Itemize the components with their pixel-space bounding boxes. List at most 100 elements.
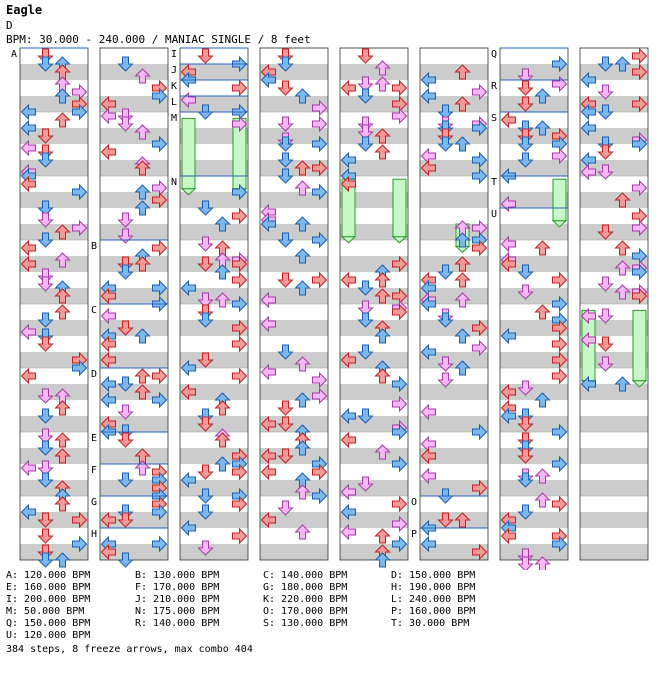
step-arrow bbox=[37, 428, 54, 444]
stripe bbox=[420, 368, 488, 384]
step-arrow bbox=[260, 315, 276, 333]
stripe bbox=[500, 432, 568, 448]
stripe bbox=[500, 240, 568, 256]
stripe bbox=[20, 432, 88, 448]
stripe bbox=[580, 400, 648, 416]
step-arrow bbox=[312, 99, 328, 117]
step-arrow bbox=[232, 271, 248, 289]
column-border bbox=[259, 47, 329, 561]
step-arrow bbox=[72, 359, 88, 377]
stripe bbox=[260, 368, 328, 384]
step-arrow bbox=[54, 552, 71, 568]
step-arrow bbox=[517, 136, 534, 152]
stripe bbox=[260, 320, 328, 336]
stripe bbox=[180, 448, 248, 464]
stripe bbox=[100, 288, 168, 304]
stripe bbox=[100, 80, 168, 96]
stripe bbox=[580, 528, 648, 544]
step-arrow bbox=[232, 463, 248, 481]
stripe bbox=[20, 272, 88, 288]
legend-entry: M: 50.000 BPM bbox=[6, 606, 85, 617]
stripe bbox=[100, 448, 168, 464]
step-arrow bbox=[357, 408, 374, 424]
stripe bbox=[340, 128, 408, 144]
stripe bbox=[180, 128, 248, 144]
stripe bbox=[20, 448, 88, 464]
stripe bbox=[100, 112, 168, 128]
legend-entry: Q: 150.000 BPM bbox=[6, 618, 91, 629]
step-arrow bbox=[437, 512, 454, 528]
stripe bbox=[580, 240, 648, 256]
stripe bbox=[100, 224, 168, 240]
stripe bbox=[260, 224, 328, 240]
step-arrow bbox=[117, 552, 134, 568]
step-arrow bbox=[117, 264, 134, 280]
step-arrow bbox=[54, 288, 71, 304]
step-arrow bbox=[632, 263, 648, 281]
stripe bbox=[500, 544, 568, 560]
stripe bbox=[100, 432, 168, 448]
bpm-marker-label: S bbox=[491, 113, 497, 124]
step-arrow bbox=[340, 151, 356, 169]
step-arrow bbox=[54, 224, 71, 240]
stripe bbox=[340, 384, 408, 400]
step-arrow bbox=[152, 535, 168, 553]
step-arrow bbox=[454, 360, 471, 376]
step-arrow bbox=[312, 387, 328, 405]
legend-entry: D: 150.000 BPM bbox=[391, 570, 476, 581]
stripe bbox=[260, 400, 328, 416]
stripe bbox=[20, 528, 88, 544]
step-arrow bbox=[100, 107, 116, 125]
stripe bbox=[20, 400, 88, 416]
step-arrow bbox=[357, 344, 374, 360]
step-arrow bbox=[340, 523, 356, 541]
step-arrow bbox=[134, 68, 151, 84]
bpm-marker-label: Q bbox=[491, 49, 497, 60]
stripe bbox=[180, 432, 248, 448]
step-arrow bbox=[517, 152, 534, 168]
step-arrow bbox=[472, 167, 488, 185]
step-arrow bbox=[580, 103, 596, 121]
step-arrow bbox=[392, 107, 408, 125]
step-arrow bbox=[534, 304, 551, 320]
step-arrow bbox=[294, 88, 311, 104]
freeze-arrow bbox=[181, 117, 196, 190]
stripe bbox=[580, 416, 648, 432]
stripe bbox=[420, 512, 488, 528]
step-arrow bbox=[20, 239, 36, 257]
step-arrow bbox=[614, 376, 631, 392]
step-arrow bbox=[37, 276, 54, 292]
bpm-marker-label: I bbox=[171, 49, 177, 60]
stripe bbox=[180, 144, 248, 160]
step-arrow bbox=[454, 136, 471, 152]
stripe bbox=[420, 464, 488, 480]
step-arrow bbox=[357, 124, 374, 140]
step-arrow bbox=[197, 236, 214, 252]
stripe bbox=[420, 304, 488, 320]
step-arrow bbox=[597, 276, 614, 292]
stripe bbox=[180, 528, 248, 544]
stripe bbox=[100, 480, 168, 496]
stripe bbox=[500, 192, 568, 208]
stripe bbox=[180, 80, 248, 96]
stripe bbox=[260, 336, 328, 352]
stripe bbox=[580, 192, 648, 208]
step-arrow bbox=[580, 163, 596, 181]
step-arrow bbox=[552, 423, 568, 441]
step-arrow bbox=[37, 408, 54, 424]
stripe bbox=[20, 256, 88, 272]
step-arrow bbox=[374, 288, 391, 304]
legend-entry: U: 120.000 BPM bbox=[6, 630, 91, 641]
step-arrow bbox=[437, 264, 454, 280]
stripe bbox=[420, 256, 488, 272]
step-arrow bbox=[134, 368, 151, 384]
step-arrow bbox=[420, 467, 436, 485]
step-arrow bbox=[420, 403, 436, 421]
step-arrow bbox=[597, 144, 614, 160]
stripe bbox=[340, 112, 408, 128]
bpm-marker-label: O bbox=[411, 497, 417, 508]
legend-entry: C: 140.000 BPM bbox=[263, 570, 348, 581]
stripe bbox=[180, 352, 248, 368]
step-arrow bbox=[340, 407, 356, 425]
stripe bbox=[500, 272, 568, 288]
